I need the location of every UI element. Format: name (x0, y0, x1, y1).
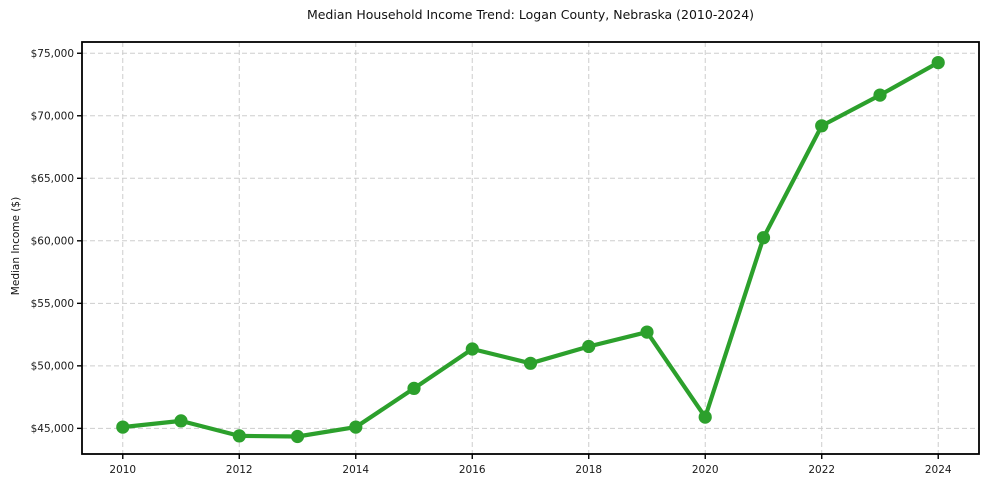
y-tick-label: $45,000 (31, 423, 74, 435)
data-point-marker (873, 88, 887, 102)
y-tick-label: $65,000 (31, 173, 74, 185)
data-point-marker (815, 119, 829, 133)
plot-border (81, 41, 980, 455)
data-point-marker (756, 231, 771, 245)
x-tick-label: 2022 (808, 464, 835, 476)
data-point-marker (349, 420, 363, 434)
data-point-marker (582, 339, 596, 354)
y-tick-label: $55,000 (31, 298, 74, 310)
data-point-marker (290, 429, 305, 444)
y-tick-label: $75,000 (31, 48, 74, 60)
data-point-marker (465, 342, 479, 356)
data-point-marker (407, 381, 421, 395)
x-tick-label: 2010 (109, 464, 136, 476)
chart-title: Median Household Income Trend: Logan Cou… (306, 7, 755, 22)
x-tick-label: 2024 (925, 464, 952, 476)
data-point-marker (116, 420, 130, 434)
y-tick-label: $70,000 (31, 110, 74, 122)
x-tick-label: 2020 (692, 464, 719, 476)
data-point-marker (174, 414, 188, 428)
data-point-marker (232, 429, 246, 443)
data-point-marker (640, 325, 654, 339)
y-tick-label: $50,000 (31, 361, 74, 373)
x-tick-label: 2018 (575, 464, 602, 476)
x-tick-label: 2012 (226, 464, 253, 476)
x-tick-label: 2014 (342, 464, 369, 476)
data-point-marker (523, 356, 538, 370)
x-tick-label: 2016 (459, 464, 486, 476)
y-tick-label: $60,000 (31, 236, 74, 248)
data-point-marker (931, 56, 945, 70)
data-point-marker (698, 410, 712, 424)
income-trend-line (120, 60, 941, 439)
